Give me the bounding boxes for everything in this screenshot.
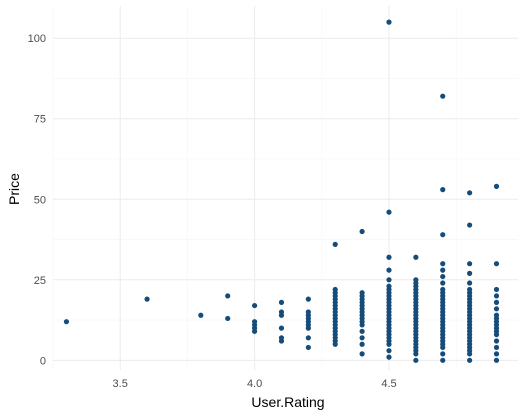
y-tick-label: 100	[28, 33, 46, 45]
data-point	[467, 286, 473, 293]
data-point	[225, 315, 231, 322]
data-point	[467, 261, 473, 267]
data-point	[332, 286, 338, 293]
data-point	[440, 93, 446, 99]
data-point	[359, 328, 365, 334]
data-point	[198, 312, 204, 318]
data-point	[493, 344, 500, 351]
x-tick-label: 4.5	[381, 378, 396, 390]
data-point	[493, 306, 500, 312]
data-point	[386, 348, 392, 354]
data-point	[440, 187, 446, 193]
data-point	[332, 241, 338, 247]
data-point	[305, 296, 311, 302]
y-tick-label: 25	[34, 275, 46, 287]
data-point	[278, 299, 285, 305]
data-point	[359, 290, 365, 296]
data-point	[440, 280, 446, 286]
grid-lines	[52, 6, 518, 370]
data-point	[305, 335, 311, 341]
y-tick-label: 50	[34, 194, 46, 206]
data-point	[493, 293, 500, 299]
y-axis-title: Price	[6, 173, 22, 205]
data-point	[467, 222, 473, 228]
data-point	[467, 280, 473, 286]
data-point	[493, 183, 500, 189]
data-point	[440, 351, 446, 357]
data-point	[359, 341, 365, 347]
data-point	[440, 261, 446, 267]
data-point	[278, 309, 285, 315]
data-point	[467, 190, 473, 196]
x-tick-label: 3.5	[113, 378, 128, 390]
data-point	[493, 357, 500, 363]
data-point	[386, 277, 392, 283]
data-point	[305, 309, 311, 315]
data-point	[278, 325, 285, 331]
data-point	[251, 319, 258, 325]
data-point	[359, 335, 365, 341]
data-point	[225, 293, 231, 299]
y-axis-tick-labels: 0 25 50 75 100	[28, 33, 46, 367]
x-axis-title: User.Rating	[251, 394, 324, 410]
data-point	[386, 354, 392, 360]
data-point	[440, 286, 446, 293]
data-points	[63, 19, 500, 363]
x-axis-tick-labels: 3.5 4.0 4.5	[113, 378, 397, 390]
data-point	[440, 357, 446, 363]
data-point	[440, 273, 446, 280]
data-point	[305, 344, 311, 351]
data-point	[386, 283, 392, 289]
data-point	[63, 319, 70, 325]
data-point	[386, 267, 392, 273]
data-point	[144, 296, 150, 302]
data-point	[493, 299, 500, 305]
data-point	[493, 286, 500, 293]
y-tick-label: 75	[34, 114, 46, 126]
data-point	[278, 335, 285, 341]
x-tick-label: 4.0	[247, 378, 262, 390]
y-tick-label: 0	[40, 355, 46, 367]
data-point	[467, 357, 473, 363]
data-point	[467, 270, 473, 276]
data-point	[440, 267, 446, 273]
data-point	[359, 351, 365, 357]
data-point	[413, 254, 419, 260]
data-point	[493, 351, 500, 357]
data-point	[493, 312, 500, 318]
data-point	[413, 277, 419, 283]
data-point	[386, 209, 392, 215]
data-point	[413, 357, 419, 363]
data-point	[440, 232, 446, 238]
data-point	[493, 261, 500, 267]
data-point	[251, 302, 258, 309]
data-point	[359, 228, 365, 235]
data-point	[493, 338, 500, 344]
data-point	[386, 19, 392, 25]
data-point	[386, 254, 392, 260]
